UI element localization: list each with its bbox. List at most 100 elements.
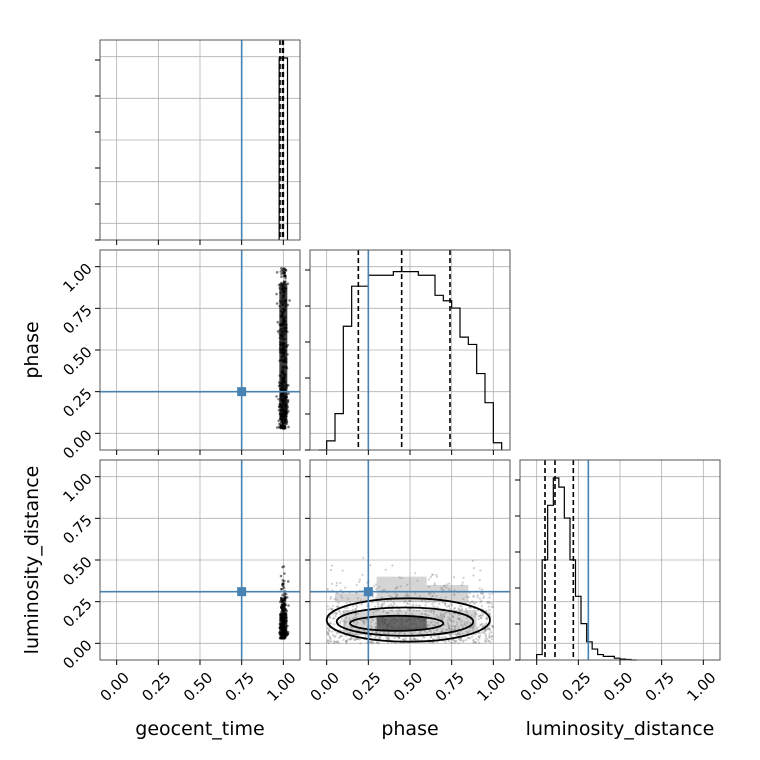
sample-point <box>281 582 284 586</box>
sample-point <box>441 613 445 616</box>
sample-point <box>339 621 342 624</box>
sample-point <box>471 600 474 603</box>
sample-point <box>461 619 464 623</box>
sample-point <box>457 607 460 610</box>
sample-point <box>402 638 405 641</box>
sample-point <box>343 622 346 625</box>
sample-point <box>441 610 444 613</box>
sample-point <box>430 609 433 613</box>
sample-point <box>490 605 493 608</box>
y-tick-label: 0.00 <box>59 636 95 672</box>
sample-point <box>446 621 449 624</box>
sample-point <box>333 617 336 620</box>
sample-point <box>417 638 420 641</box>
sample-point <box>392 601 395 604</box>
sample-point <box>461 581 464 584</box>
sample-point <box>479 634 482 637</box>
sample-point <box>457 618 460 621</box>
sample-point <box>348 632 352 635</box>
sample-point <box>441 629 444 633</box>
sample-point <box>369 621 373 624</box>
sample-point <box>356 628 359 632</box>
sample-point <box>333 597 336 600</box>
sample-point <box>406 602 409 605</box>
sample-point <box>471 626 474 629</box>
sample-point <box>427 624 430 627</box>
sample-point <box>281 269 285 273</box>
sample-point <box>353 638 356 642</box>
contour-middle <box>335 606 475 637</box>
y-tick-label: 0.25 <box>59 595 95 631</box>
sample-point <box>442 613 446 616</box>
sample-point <box>336 640 339 643</box>
sample-point <box>484 630 487 633</box>
sample-point <box>473 611 476 614</box>
sample-point <box>397 612 400 615</box>
sample-point <box>386 636 390 640</box>
x-tick-label: 0.00 <box>97 669 133 705</box>
sample-point <box>281 610 284 613</box>
sample-point <box>333 635 336 638</box>
sample-point <box>480 622 484 626</box>
sample-point <box>275 271 279 274</box>
sample-point <box>431 602 434 605</box>
sample-point <box>461 632 464 635</box>
sample-point <box>385 611 388 614</box>
sample-point <box>345 601 348 605</box>
sample-point <box>439 614 442 617</box>
histogram-phase <box>318 271 503 451</box>
samples-geocent_time-phase <box>275 267 291 430</box>
sample-point <box>452 576 456 579</box>
sample-point <box>326 639 329 642</box>
sample-point <box>354 638 357 642</box>
sample-point <box>450 627 454 631</box>
sample-point <box>452 616 455 619</box>
y-tick-label: 0.00 <box>59 426 95 462</box>
sample-point <box>387 637 390 640</box>
sample-point <box>475 601 478 604</box>
sample-point <box>355 632 358 636</box>
sample-point <box>420 612 424 615</box>
sample-point <box>435 629 438 632</box>
sample-point <box>387 636 390 640</box>
sample-point <box>444 611 447 615</box>
sample-point <box>450 624 453 627</box>
sample-point <box>482 595 485 598</box>
sample-point <box>473 624 476 628</box>
sample-point <box>377 605 380 608</box>
sample-point <box>340 617 343 621</box>
sample-point <box>480 611 484 614</box>
sample-point <box>411 603 415 606</box>
sample-point <box>453 628 456 631</box>
sample-point <box>379 635 382 639</box>
sample-point <box>436 629 439 632</box>
sample-point <box>475 612 478 616</box>
sample-point <box>346 610 349 613</box>
sample-point <box>472 574 475 577</box>
sample-point <box>490 602 494 605</box>
sample-point <box>418 604 421 607</box>
x-axis-label-geocent_time: geocent_time <box>135 718 264 740</box>
sample-point <box>378 585 381 589</box>
sample-point <box>370 640 373 644</box>
sample-point <box>349 626 352 629</box>
sample-point <box>326 605 329 608</box>
sample-point <box>374 626 377 629</box>
sample-point <box>332 616 335 620</box>
x-tick-label: 0.75 <box>642 669 678 705</box>
sample-point <box>478 614 481 618</box>
sample-point <box>481 592 485 595</box>
sample-point <box>374 627 377 630</box>
sample-point <box>375 641 379 644</box>
sample-point <box>484 634 488 638</box>
sample-point <box>419 630 422 633</box>
sample-point <box>410 632 413 635</box>
sample-point <box>355 615 358 619</box>
sample-point <box>394 587 397 590</box>
sample-point <box>448 626 451 630</box>
sample-point <box>480 588 484 591</box>
sample-point <box>335 584 338 587</box>
sample-point <box>287 392 290 395</box>
sample-point <box>487 611 490 614</box>
sample-point <box>352 617 355 620</box>
